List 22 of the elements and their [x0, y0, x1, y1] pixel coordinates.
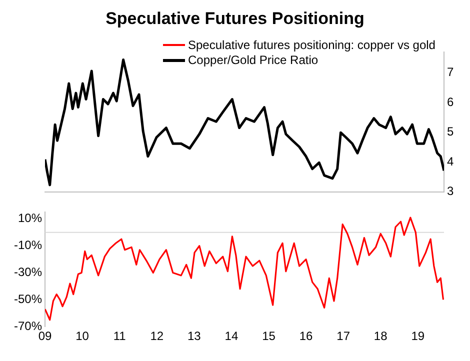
x-tick-label: 19	[411, 329, 425, 344]
x-tick-label: 12	[150, 329, 164, 344]
y2-tick-label: 5	[447, 124, 454, 139]
y-tick-label: 10%	[18, 211, 42, 226]
y2-tick-label: 6	[447, 94, 454, 109]
chart-title: Speculative Futures Positioning	[104, 8, 366, 30]
x-tick-label: 14	[224, 329, 238, 344]
x-tick-label: 11	[113, 329, 126, 344]
x-tick-label: 15	[262, 329, 276, 344]
y2-tick-label: 7	[447, 65, 454, 80]
x-tick-label: 13	[187, 329, 202, 344]
x-tick-label: 16	[299, 329, 314, 344]
legend-label: Copper/Gold Price Ratio	[188, 53, 318, 67]
y2-tick-label: 3	[447, 184, 454, 198]
text: Speculative futures positioning: copper vs gold	[188, 38, 436, 52]
y-tick-label: -10%	[14, 238, 42, 252]
y2-tick-label: 4	[447, 154, 454, 168]
x-tick-label: 18	[374, 329, 388, 344]
x-tick-label: 10	[76, 329, 90, 344]
y-tick-label: -30%	[14, 265, 42, 280]
y-tick-label: -50%	[14, 292, 42, 306]
x-tick-label: 17	[336, 329, 350, 344]
